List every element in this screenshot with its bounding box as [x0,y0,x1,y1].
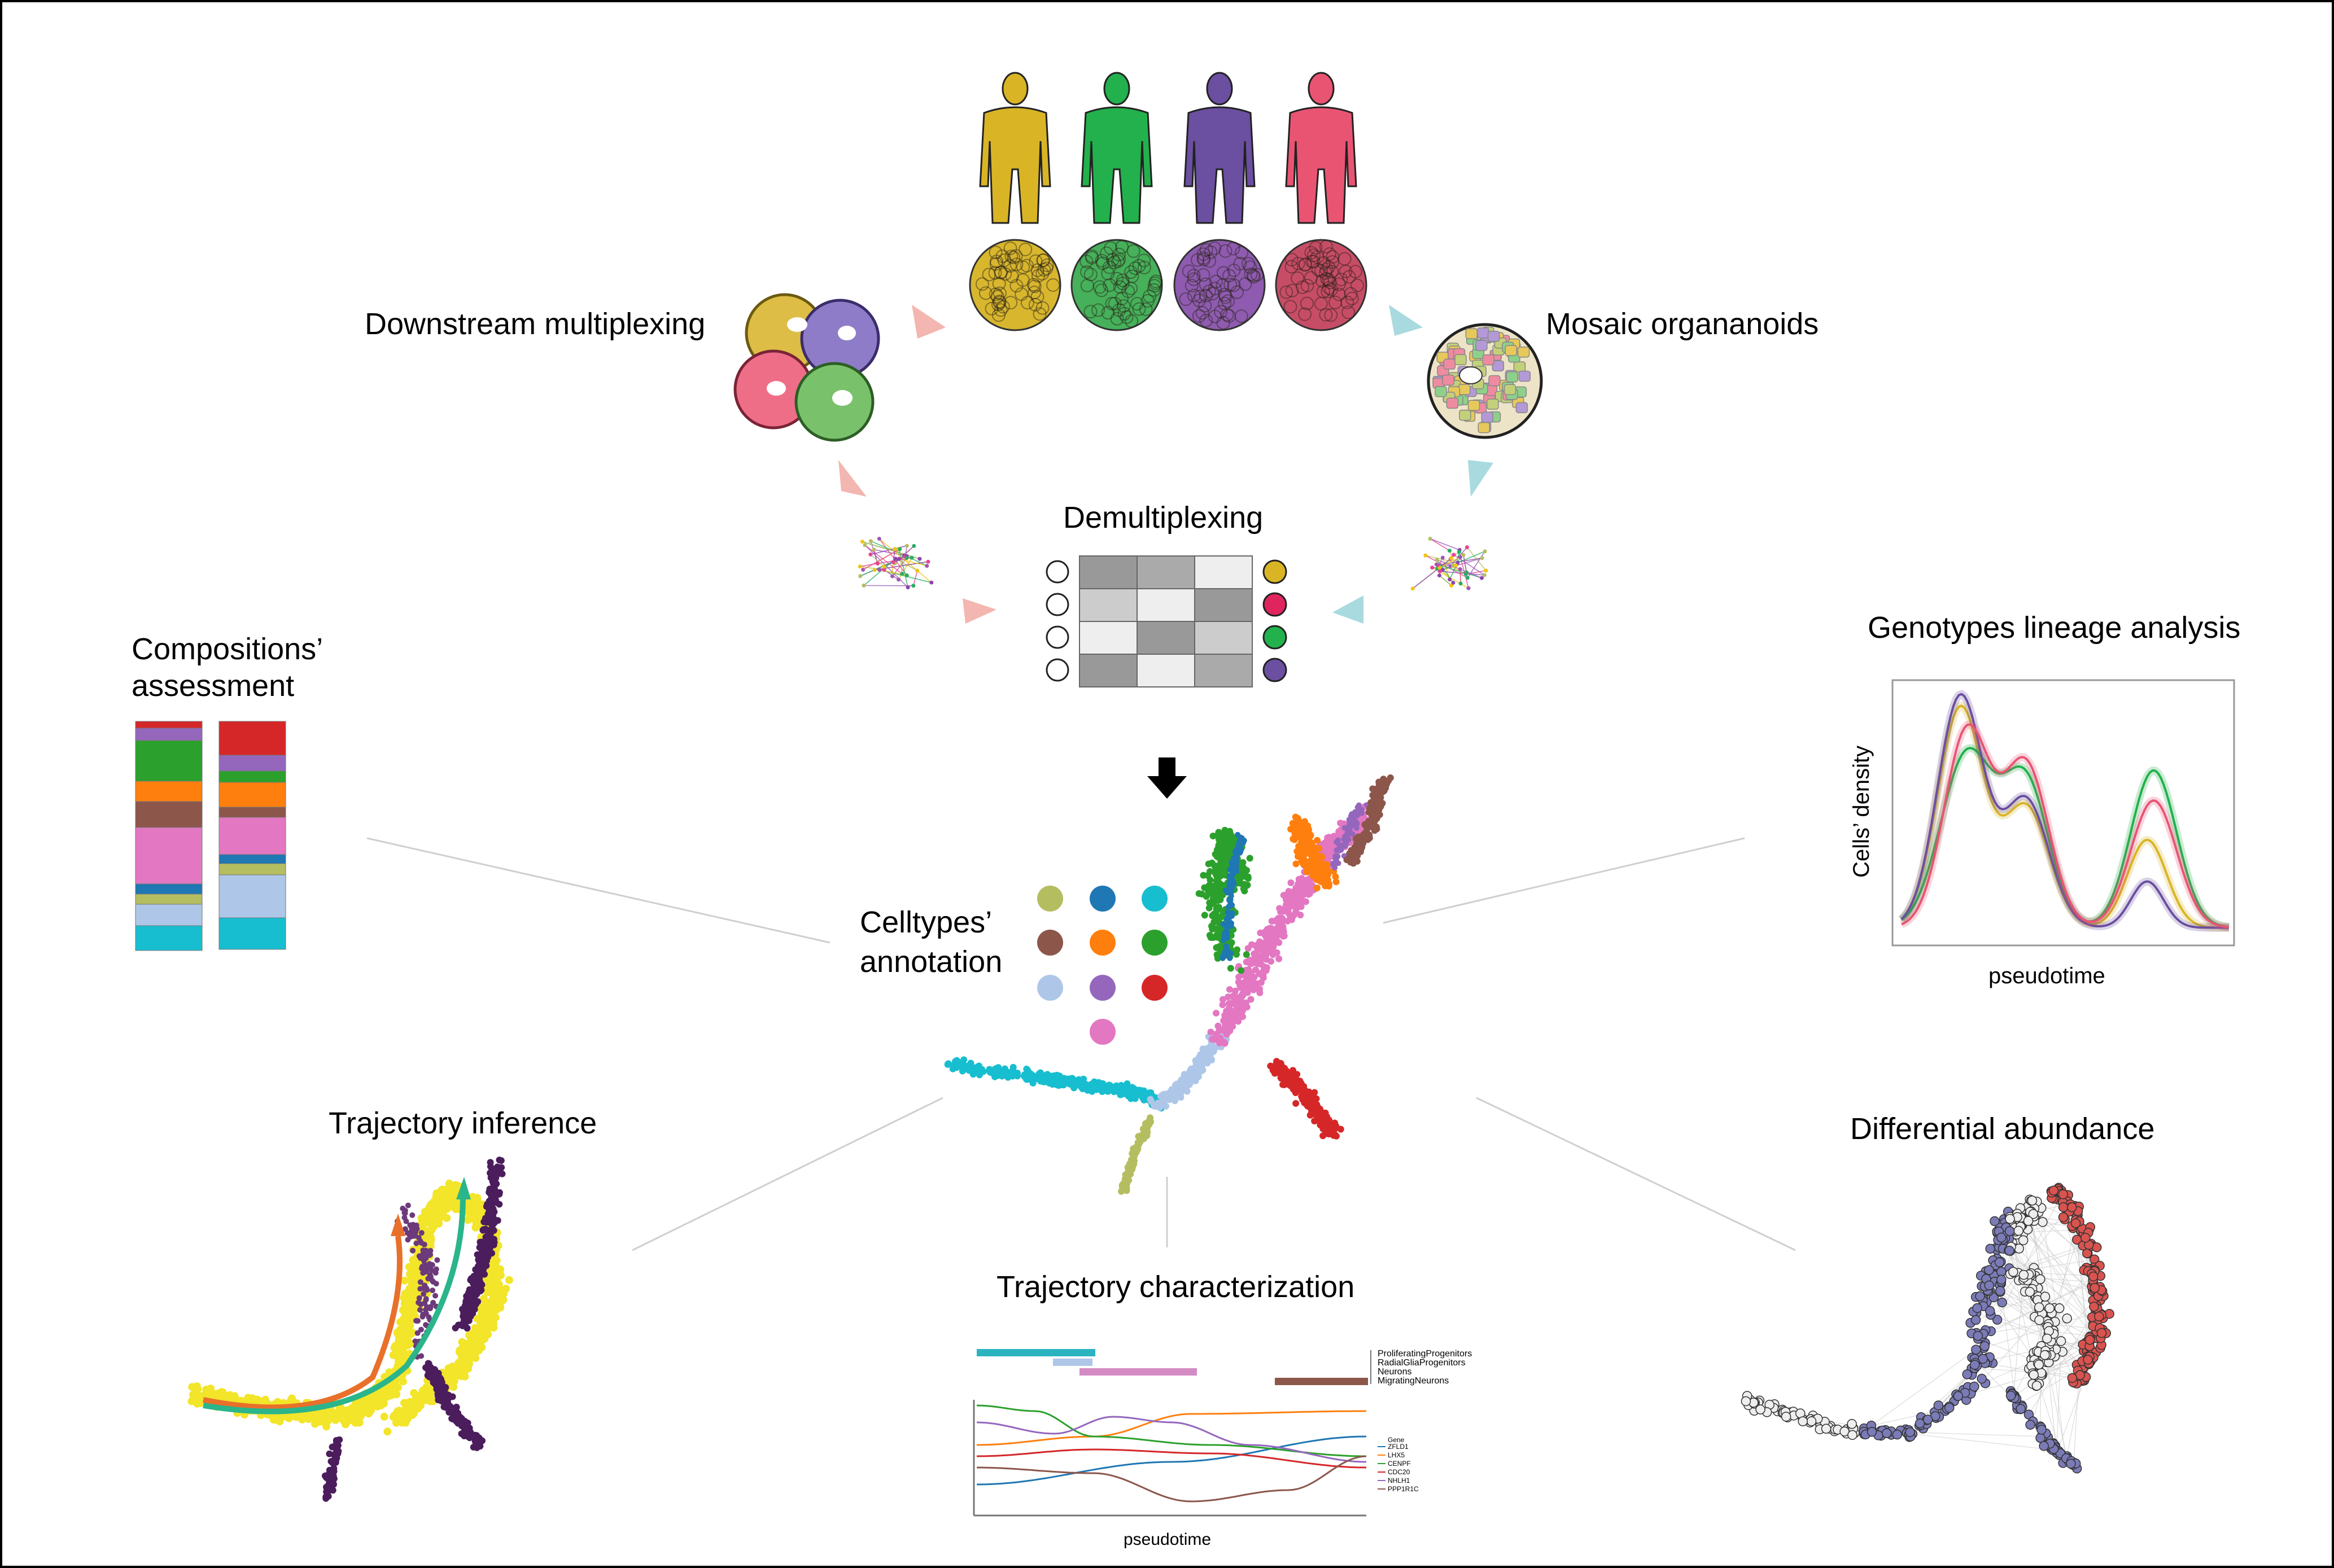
compositions-label-2: assessment [132,669,294,703]
genotypes-lineage-label: Genotypes lineage analysis [1868,611,2240,645]
stage-label: RadialGliaProgenitors [1378,1358,1466,1368]
gene-legend-label: ZFLD1 [1388,1443,1409,1451]
cell-icon [1046,625,1069,649]
genotype-dot [1262,592,1287,617]
density-curve [1900,747,2230,928]
trajectory-inference-embedding [187,1157,513,1502]
genotype-dot [1262,625,1287,650]
celltype-legend [1037,886,1168,1045]
organoid-spheres [969,239,1367,331]
celltypes-label: Celltypes’ [860,905,992,939]
arrow-icon [456,1177,471,1199]
mosaic-organoids-label: Mosaic organanoids [1546,307,1819,341]
celltype-dot [1142,886,1168,912]
downstream-multiplexing-label: Downstream multiplexing [365,307,705,341]
genotype-ylabel: Cells’ density [1849,746,1874,878]
gene-curve [976,1448,1367,1469]
density-curve [1900,693,2229,929]
organoid-icon [1173,239,1266,331]
neuron-network-icon [858,536,934,590]
density-curve [1901,723,2230,928]
genotype-density-plot [1891,679,2235,947]
gene-legend-header: Gene [1388,1436,1405,1444]
celltype-dot [1037,930,1063,956]
arrow-icon [838,460,867,497]
stage-bar [1053,1359,1092,1366]
stage-label: ProliferatingProgenitors [1378,1349,1472,1359]
gene-legend-label: LHX5 [1388,1451,1405,1459]
differential-abundance-graph [1741,1182,2114,1474]
celltype-dot [1037,975,1063,1001]
demultiplexing-matrix [1046,555,1287,687]
person-icon [1183,72,1256,224]
compositions-label: Compositions’ [132,632,323,666]
celltype-dot [1090,1019,1116,1045]
trajectory-path [203,1196,466,1414]
gene-legend-label: PPP1R1C [1388,1485,1419,1493]
gene-curve [977,1455,1367,1503]
composition-stacked-bars [135,721,286,951]
celltype-dot [1090,975,1116,1001]
celltype-dot [1090,930,1116,956]
person-icon [1081,72,1153,224]
organoid-icon [969,239,1061,331]
differential-abundance-label: Differential abundance [1850,1112,2154,1146]
gene-legend-label: NHLH1 [1388,1477,1410,1484]
gene-curve [976,1416,1367,1463]
gene-legend-label: CENPF [1388,1460,1411,1468]
organoid-icon [1275,239,1367,331]
trajectory-inference-label: Trajectory inference [329,1106,597,1140]
celltype-dot [1090,886,1116,912]
celltype-dot [1142,975,1168,1001]
person-icon [1285,72,1357,224]
gene-legend-label: CDC20 [1388,1468,1410,1476]
cell-icon [1046,593,1069,616]
trajectory-characterization-label: Trajectory characterization [996,1270,1354,1304]
neuron-network-icon [1410,537,1488,591]
arrow-icon [1332,595,1363,624]
genotype-dot [1262,658,1287,682]
arrow-icon [963,598,996,624]
stage-bar [1275,1378,1368,1385]
arrow-icon [1389,305,1423,336]
celltype-embedding [944,774,1394,1195]
flow-arrows [838,305,1493,624]
down-arrow-icon [1147,757,1187,799]
arrow-icon [1468,460,1493,497]
organoid-icon [1070,239,1163,331]
person-icon [979,72,1051,224]
genotype-xlabel: pseudotime [1988,963,2105,988]
trajectory-path [203,1236,403,1411]
stage-bar [1079,1368,1197,1376]
multiplexed-organoids-icon [733,293,880,442]
stage-bar [977,1349,1095,1356]
demultiplexing-label: Demultiplexing [1063,501,1263,535]
gene-curve [976,1410,1366,1446]
trajectory-characterization-plot: ProliferatingProgenitors RadialGliaProge… [973,1349,1472,1517]
arrow-icon [912,305,946,339]
cell-icon [1046,560,1069,584]
trajectory-xlabel: pseudotime [1124,1530,1211,1549]
donor-silhouettes [979,72,1357,224]
stage-label: Neurons [1378,1367,1411,1377]
celltypes-label-2: annotation [860,945,1002,979]
gene-curve [976,1435,1367,1486]
celltype-dot [1142,930,1168,956]
stage-label: MigratingNeurons [1378,1376,1449,1386]
figure-labels: Downstream multiplexing Mosaic organanoi… [132,307,2240,1549]
mosaic-organoid-icon [1427,323,1543,439]
cell-icon [1046,658,1069,682]
arrow-icon [391,1214,405,1236]
genotype-dot [1262,559,1287,584]
connector-lines [366,837,1796,1251]
celltype-dot [1037,886,1063,912]
